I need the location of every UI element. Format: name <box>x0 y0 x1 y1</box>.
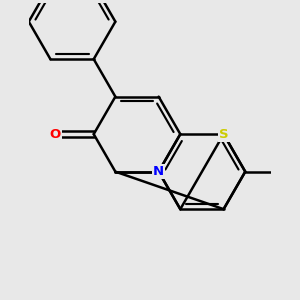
Text: S: S <box>219 128 228 141</box>
Text: N: N <box>153 165 164 178</box>
Text: O: O <box>49 128 60 141</box>
